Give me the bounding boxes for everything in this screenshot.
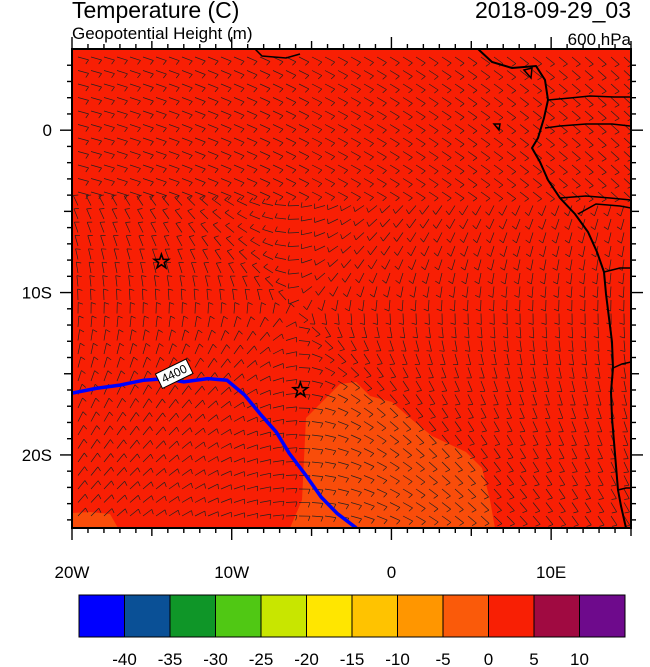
colorbar-label: -10 [385,650,410,667]
lon-tick-label: 10W [214,563,249,582]
country-borders [254,49,631,491]
lat-tick-label: 10S [22,284,52,303]
colorbar-swatch [533,594,580,638]
lon-tick-label: 0 [387,563,396,582]
lon-tick-label: 20W [55,563,90,582]
colorbar-label: -40 [112,650,137,667]
valid-datetime: 2018-09-29_03 [474,0,631,23]
colorbar-swatch [397,594,444,638]
colorbar-label: -20 [294,650,319,667]
lat-tick-label: 0 [43,121,52,140]
africa-coastline [477,49,627,528]
colorbar-label: 10 [570,650,589,667]
colorbar-swatch [488,594,535,638]
axis-ticks [60,37,643,540]
colorbar-swatch [215,594,262,638]
colorbar: -40 -35 -30 -25 -20 -15 -10 -5 0 5 10 [78,594,626,667]
colorbar-label: -25 [249,650,274,667]
colorbar-swatch [579,594,626,638]
lat-tick-label: 20S [22,446,52,465]
station-star-marker [151,251,171,270]
colorbar-swatch [442,594,489,638]
colorbar-swatch [169,594,216,638]
colorbar-swatch [78,594,125,638]
wind-barbs [72,56,631,527]
map-title: Temperature (C) [72,0,240,23]
station-star-marker [290,380,310,399]
warm-temperature-region [290,382,495,528]
colorbar-label: 5 [529,650,538,667]
colorbar-swatch [351,594,398,638]
map-subtitle: Geopotential Height (m) [72,24,253,43]
colorbar-label: -5 [435,650,450,667]
colorbar-label: -35 [158,650,183,667]
height-contour-4400 [72,376,358,528]
colorbar-label: -30 [203,650,228,667]
map-frame [71,48,632,529]
colorbar-label: -15 [340,650,365,667]
warm-temperature-region-sw [72,512,118,528]
colorbar-label: 0 [484,650,493,667]
colorbar-swatch [124,594,171,638]
colorbar-swatch [260,594,307,638]
colorbar-swatch [306,594,353,638]
lon-tick-label: 10E [536,563,566,582]
